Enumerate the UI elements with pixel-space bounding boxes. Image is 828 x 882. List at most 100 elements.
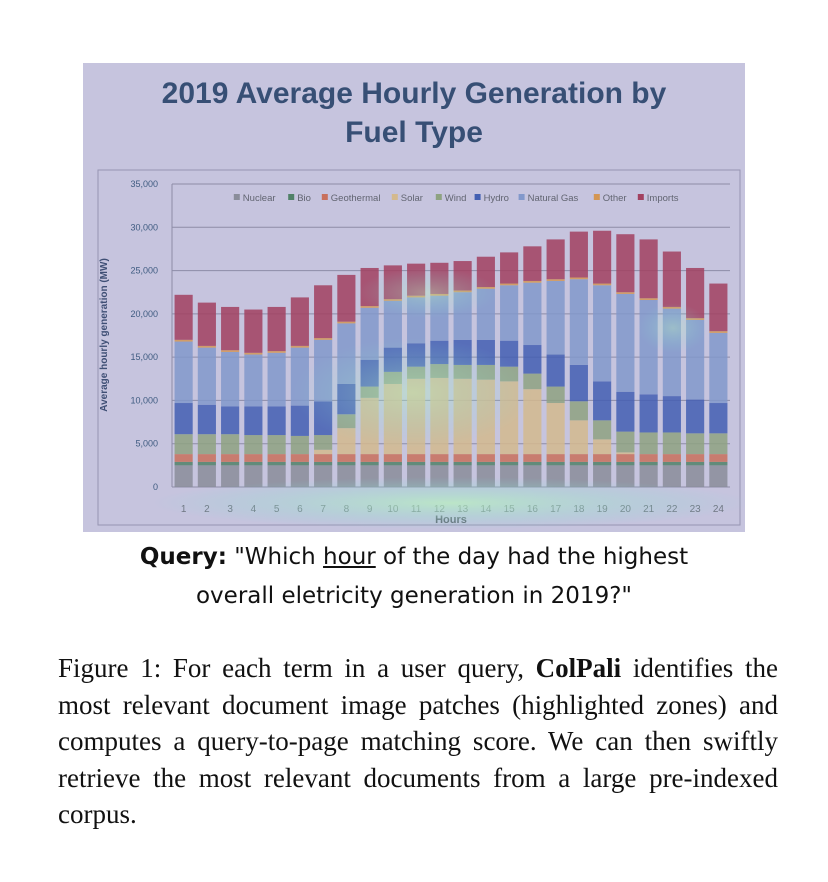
bar-segment-bio [546, 461, 565, 466]
bar-segment-bio [569, 461, 588, 466]
bar-segment-solar [546, 403, 565, 455]
bar-segment-imports [244, 309, 263, 353]
y-tick-label: 10,000 [130, 395, 158, 405]
bar-segment-other [569, 277, 588, 280]
chart-title-line2: Fuel Type [345, 116, 483, 149]
bar-segment-bio [476, 461, 495, 466]
bar-segment-nuclear [197, 465, 216, 487]
bar-segment-wind [290, 435, 309, 455]
figure-caption: Figure 1: For each term in a user query,… [58, 650, 778, 833]
bar-segment-imports [221, 306, 240, 351]
bar-segment-geothermal [407, 454, 426, 462]
bar-segment-imports [686, 267, 705, 319]
bar-segment-wind [546, 386, 565, 404]
bar-segment-imports [267, 306, 286, 352]
bar-segment-wind [709, 433, 728, 455]
bar-segment-imports [709, 283, 728, 332]
bar-segment-hydro [593, 381, 612, 421]
legend-swatch [518, 194, 525, 200]
bar-segment-wind [569, 401, 588, 421]
bar-segment-wind [244, 435, 263, 455]
bar-segment-geothermal [267, 454, 286, 462]
query-text-start: "Which [234, 544, 324, 570]
bar-segment-wind [174, 434, 193, 455]
legend-swatch [593, 194, 600, 200]
bar-segment-hydro [546, 354, 565, 387]
bar-segment-other [290, 345, 309, 348]
bar-segment-geothermal [430, 454, 449, 462]
bar-segment-geothermal [686, 454, 705, 462]
legend-swatch [233, 194, 240, 200]
bar-segment-natural-gas [593, 285, 612, 382]
y-tick-label: 0 [153, 482, 158, 492]
y-tick-label: 25,000 [130, 266, 158, 276]
bar-segment-other [360, 306, 379, 308]
bar-segment-hydro [686, 399, 705, 434]
bar-segment-geothermal [337, 454, 356, 462]
bar-segment-bio [616, 461, 635, 466]
bar-segment-other [337, 321, 356, 324]
bar-segment-natural-gas [616, 293, 635, 392]
legend-label: Geothermal [331, 193, 381, 204]
bar-segment-solar [569, 420, 588, 455]
y-tick-label: 30,000 [130, 222, 158, 232]
bar-segment-natural-gas [197, 347, 216, 405]
caption-text: identifies the most relevant document im… [58, 653, 778, 829]
bar-segment-bio [593, 461, 612, 466]
bar-segment-bio [686, 461, 705, 466]
bar-segment-bio [267, 461, 286, 466]
bar-segment-wind [639, 432, 658, 455]
y-tick-label: 20,000 [130, 309, 158, 319]
bar-segment-geothermal [314, 454, 333, 462]
bar-segment-imports [546, 239, 565, 280]
bar-segment-natural-gas [267, 352, 286, 407]
bar-segment-bio [244, 461, 263, 466]
bar-segment-other [593, 283, 612, 286]
legend-label: Imports [647, 193, 679, 204]
query-line-2: overall eletricity generation in 2019?" [195, 583, 632, 609]
bar-segment-natural-gas [709, 332, 728, 404]
legend-label: Bio [297, 193, 311, 204]
bar-segment-other [546, 279, 565, 281]
bar-segment-natural-gas [500, 285, 519, 341]
bar-segment-hydro [616, 391, 635, 432]
bar-segment-geothermal [476, 454, 495, 462]
bar-segment-hydro [569, 364, 588, 402]
bar-segment-geothermal [197, 454, 216, 462]
legend-swatch [435, 194, 442, 200]
bar-segment-imports [500, 252, 519, 284]
bar-segment-nuclear [686, 465, 705, 487]
bar-segment-imports [337, 274, 356, 322]
bar-segment-bio [453, 461, 472, 466]
y-tick-label: 5,000 [135, 439, 158, 449]
bar-segment-geothermal [709, 454, 728, 462]
bar-segment-nuclear [244, 465, 263, 487]
bar-segment-imports [639, 239, 658, 299]
bar-segment-geothermal [639, 454, 658, 462]
bar-segment-other [616, 292, 635, 294]
bar-segment-imports [174, 294, 193, 340]
bar-segment-bio [709, 461, 728, 466]
bar-segment-hydro [267, 406, 286, 436]
bar-segment-wind [221, 434, 240, 455]
bar-segment-nuclear [709, 465, 728, 487]
bar-segment-imports [662, 251, 681, 307]
bar-segment-hydro [709, 403, 728, 434]
bar-segment-nuclear [174, 465, 193, 487]
bar-segment-other [639, 298, 658, 301]
query-highlighted-term: hour [323, 544, 376, 570]
legend-label: Nuclear [243, 193, 276, 204]
bar-segment-geothermal [523, 454, 542, 462]
bar-segment-imports [523, 246, 542, 281]
bar-segment-geothermal [244, 454, 263, 462]
bar-segment-natural-gas [569, 279, 588, 365]
bar-segment-natural-gas [523, 282, 542, 346]
bar-segment-geothermal [383, 454, 402, 462]
bar-segment-bio [430, 461, 449, 466]
bar-segment-bio [174, 461, 193, 466]
bar-segment-geothermal [453, 454, 472, 462]
bar-segment-wind [662, 432, 681, 455]
y-tick-label: 35,000 [130, 179, 158, 189]
bar-segment-solar [314, 449, 333, 455]
bar-segment-natural-gas [546, 280, 565, 355]
